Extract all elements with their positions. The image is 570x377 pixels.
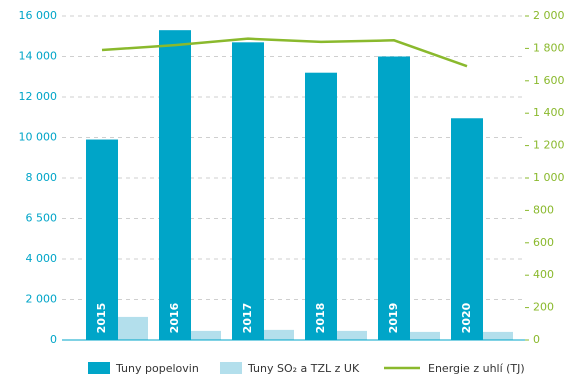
category-label: 2017 [241, 303, 254, 334]
y-tick-label: 10 000 [19, 131, 58, 144]
legend-label: Tuny SO₂ a TZL z UK [247, 362, 360, 375]
bar [159, 30, 191, 341]
y2-tick-label: 800 [533, 203, 554, 216]
bar [264, 329, 294, 340]
bar [86, 139, 118, 340]
bar [118, 316, 148, 340]
y2-tick-label: 1 000 [533, 171, 565, 184]
y-tick-label: 12 000 [19, 90, 58, 103]
legend-swatch [220, 362, 242, 374]
y-tick-label: 6 500 [26, 212, 58, 225]
bar [483, 331, 513, 340]
y-tick-label: 8 000 [26, 171, 58, 184]
legend-label: Energie z uhlí (TJ) [428, 362, 525, 375]
bar [337, 330, 367, 340]
y2-tick-label: 1 200 [533, 139, 565, 152]
category-label: 2020 [460, 302, 473, 333]
category-label: 2018 [314, 303, 327, 334]
line [101, 37, 468, 68]
bar [232, 42, 264, 340]
y-tick-label: 0 [50, 333, 57, 346]
category-label: 2016 [168, 302, 181, 333]
y2-tick-label: 200 [533, 301, 554, 314]
y-tick-label: 16 000 [19, 9, 58, 22]
bar [451, 118, 483, 340]
category-label: 2015 [95, 303, 108, 334]
bar [378, 56, 410, 340]
y2-tick-label: 1 600 [533, 74, 565, 87]
bar [410, 331, 440, 340]
y2-tick-label: 400 [533, 268, 554, 281]
y2-tick-label: 600 [533, 236, 554, 249]
bar [305, 72, 337, 340]
legend-swatch [88, 362, 110, 374]
bar [191, 330, 221, 340]
y2-tick-label: 2 000 [533, 9, 565, 22]
y-tick-label: 4 000 [26, 252, 58, 265]
category-label: 2019 [387, 303, 400, 334]
y2-tick-label: 0 [533, 333, 540, 346]
y2-tick-label: 1 800 [533, 41, 565, 54]
legend-label: Tuny popelovin [115, 362, 199, 375]
y-tick-label: 2 000 [26, 293, 58, 306]
y2-tick-label: 1 400 [533, 106, 565, 119]
y-tick-label: 14 000 [19, 50, 58, 63]
